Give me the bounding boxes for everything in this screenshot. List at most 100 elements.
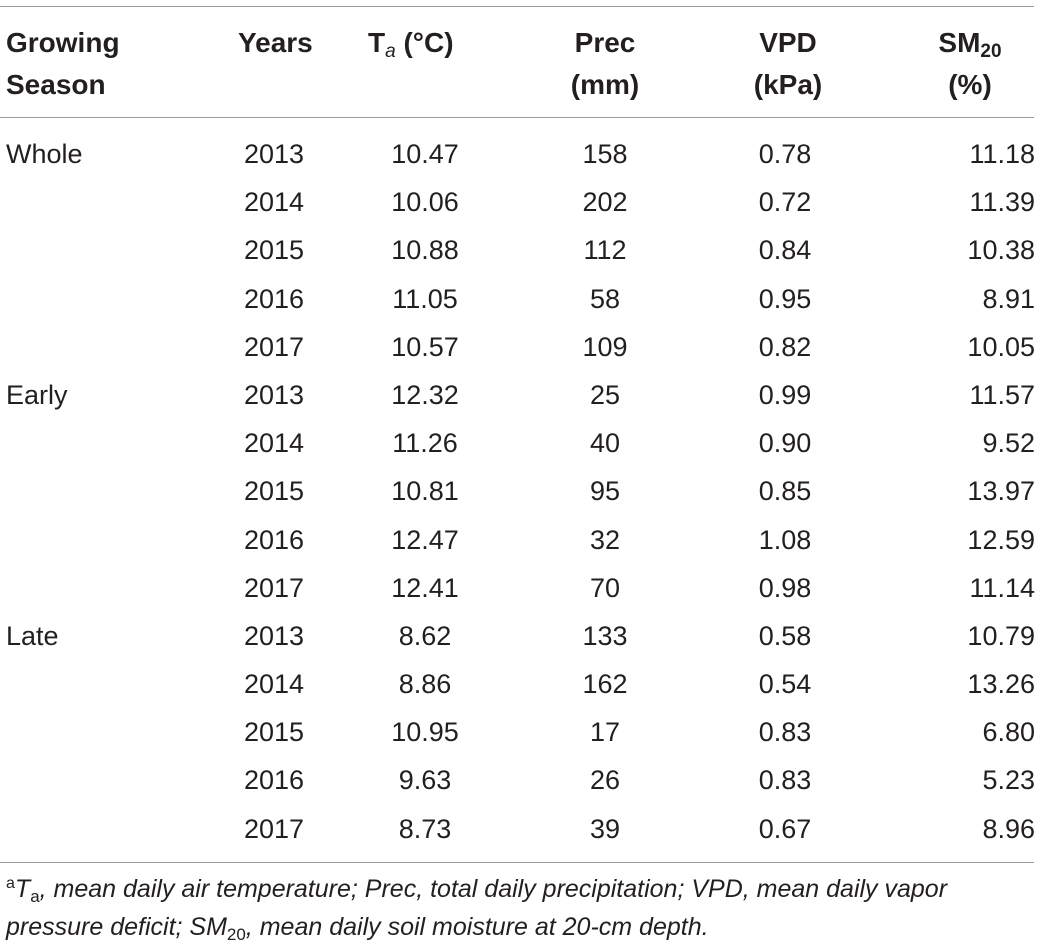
table-row: 2015 10.95 17 0.83 6.80 (0, 708, 1040, 756)
table-row: 2017 8.73 39 0.67 8.96 (0, 805, 1040, 853)
table-row: 2014 10.06 202 0.72 11.39 (0, 178, 1040, 226)
table-top-rule (0, 6, 1034, 7)
year-cell: 2016 (244, 765, 305, 796)
ta-cell: 10.81 (391, 476, 459, 507)
table-footnote: aTa, mean daily air temperature; Prec, t… (6, 875, 948, 944)
year-cell: 2015 (244, 476, 305, 507)
prec-cell: 25 (589, 379, 621, 410)
ta-cell: 8.62 (398, 620, 452, 651)
table-row: 2015 10.81 95 0.85 13.97 (0, 467, 1040, 515)
ta-cell: 10.06 (391, 187, 459, 218)
prec-cell: 95 (589, 476, 621, 507)
prec-cell: 70 (589, 572, 621, 603)
year-cell: 2014 (244, 428, 305, 459)
vpd-cell: 1.08 (758, 524, 812, 555)
table-body: Whole 2013 10.47 158 0.78 11.18 2014 10.06 202 0.… (0, 130, 1040, 853)
sm-cell: 8.91 (982, 283, 1035, 314)
header-growing-season: Growing Season (6, 27, 120, 100)
table-row: 2017 10.57 109 0.82 10.05 (0, 323, 1040, 371)
header-vpd: VPD (kPa) (753, 27, 823, 100)
sm-cell: 9.52 (982, 428, 1035, 459)
table-bottom-rule (0, 862, 1034, 863)
table-row: 2016 12.47 32 1.08 12.59 (0, 516, 1040, 564)
season-cell: Late (6, 620, 59, 651)
table-row: Whole 2013 10.47 158 0.78 11.18 (0, 130, 1040, 178)
header-bottom-rule (0, 117, 1034, 118)
prec-cell: 158 (582, 139, 628, 169)
vpd-cell: 0.90 (758, 428, 812, 459)
ta-cell: 11.05 (392, 283, 458, 314)
sm-cell: 8.96 (982, 813, 1035, 844)
sm-cell: 11.14 (969, 572, 1035, 603)
prec-cell: 133 (582, 620, 628, 651)
year-cell: 2014 (244, 187, 305, 218)
table-row: 2017 12.41 70 0.98 11.14 (0, 564, 1040, 612)
ta-cell: 11.26 (392, 428, 458, 459)
header-precipitation: Prec (mm) (570, 27, 640, 100)
year-cell: 2013 (244, 379, 305, 410)
table-row: Early 2013 12.32 25 0.99 11.57 (0, 371, 1040, 419)
ta-cell: 10.47 (391, 139, 459, 169)
sm-cell: 13.26 (967, 669, 1035, 700)
season-cell: Early (6, 379, 68, 410)
sm-cell: 5.23 (982, 765, 1035, 796)
table-row: 2014 11.26 40 0.90 9.52 (0, 419, 1040, 467)
sm-cell: 11.39 (969, 187, 1035, 218)
header-years: Years (238, 27, 313, 58)
vpd-cell: 0.85 (758, 476, 812, 507)
header-air-temperature: Ta (°C) (368, 27, 454, 62)
year-cell: 2016 (244, 283, 305, 314)
year-cell: 2013 (244, 139, 305, 169)
sm-cell: 6.80 (982, 717, 1035, 748)
vpd-cell: 0.99 (758, 379, 812, 410)
table-row: 2014 8.86 162 0.54 13.26 (0, 660, 1040, 708)
vpd-cell: 0.72 (758, 187, 812, 218)
year-cell: 2017 (244, 813, 305, 844)
ta-cell: 10.57 (391, 331, 459, 362)
sm-cell: 11.18 (969, 139, 1035, 169)
sm-cell: 13.97 (967, 476, 1035, 507)
year-cell: 2013 (244, 620, 305, 651)
prec-cell: 58 (589, 283, 621, 314)
ta-cell: 10.88 (391, 235, 459, 266)
prec-cell: 109 (582, 331, 628, 362)
table-row: 2016 11.05 58 0.95 8.91 (0, 275, 1040, 323)
year-cell: 2014 (244, 669, 305, 700)
prec-cell: 202 (582, 187, 628, 218)
table-row: 2015 10.88 112 0.84 10.38 (0, 226, 1040, 274)
table-row: Late 2013 8.62 133 0.58 10.79 (0, 612, 1040, 660)
vpd-cell: 0.98 (758, 572, 812, 603)
sm-cell: 10.05 (967, 331, 1035, 362)
year-cell: 2015 (244, 717, 305, 748)
vpd-cell: 0.58 (758, 620, 812, 651)
year-cell: 2017 (244, 331, 305, 362)
ta-cell: 9.63 (398, 765, 452, 796)
vpd-cell: 0.82 (758, 331, 812, 362)
prec-cell: 112 (583, 235, 627, 266)
sm-cell: 11.57 (969, 379, 1035, 410)
vpd-cell: 0.83 (758, 765, 812, 796)
ta-cell: 12.41 (391, 572, 459, 603)
season-cell: Whole (6, 139, 83, 169)
year-cell: 2016 (244, 524, 305, 555)
vpd-cell: 0.84 (758, 235, 812, 266)
prec-cell: 40 (589, 428, 621, 459)
vpd-cell: 0.78 (758, 139, 812, 169)
header-soil-moisture: SM20 (%) (938, 27, 1002, 100)
table-row: 2016 9.63 26 0.83 5.23 (0, 756, 1040, 804)
sm-cell: 12.59 (967, 524, 1035, 555)
vpd-cell: 0.95 (758, 283, 812, 314)
year-cell: 2017 (244, 572, 305, 603)
prec-cell: 17 (589, 717, 621, 748)
prec-cell: 32 (589, 524, 621, 555)
sm-cell: 10.79 (967, 620, 1035, 651)
prec-cell: 162 (582, 669, 628, 700)
prec-cell: 26 (589, 765, 621, 796)
ta-cell: 8.73 (398, 813, 452, 844)
ta-cell: 12.47 (391, 524, 459, 555)
sm-cell: 10.38 (967, 235, 1035, 266)
vpd-cell: 0.54 (758, 669, 812, 700)
ta-cell: 8.86 (398, 669, 452, 700)
vpd-cell: 0.67 (758, 813, 812, 844)
ta-cell: 12.32 (391, 379, 459, 410)
